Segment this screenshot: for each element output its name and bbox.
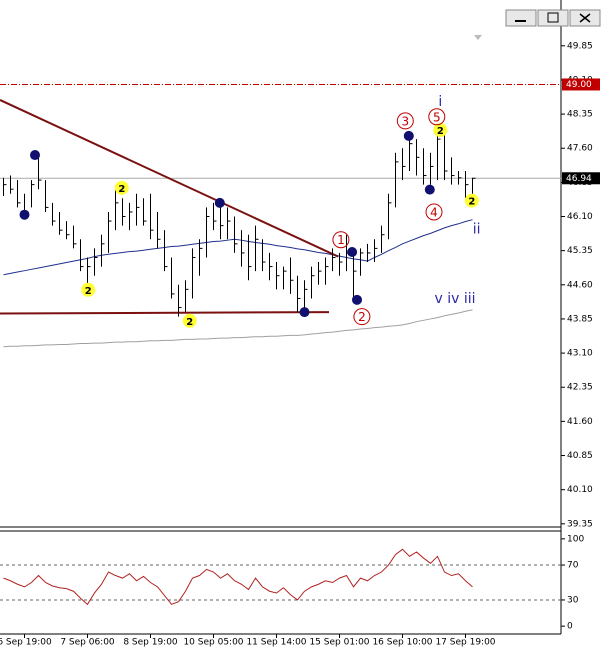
y-tick-label: 30 — [567, 595, 579, 605]
wave-marker — [30, 150, 40, 161]
wave-marker — [332, 231, 350, 249]
y-tick-label: 48.35 — [567, 110, 593, 120]
x-tick-label: 6 Sep 19:00 — [0, 638, 52, 648]
wave-label: 2 — [468, 197, 475, 208]
y-tick-label: 70 — [567, 561, 579, 571]
rsi-line — [3, 548, 473, 606]
trendline — [0, 311, 330, 315]
wave-marker — [396, 112, 414, 130]
moving-average — [3, 309, 473, 348]
wave-label: 5 — [433, 110, 441, 124]
wave-label: 2 — [85, 286, 92, 297]
wave-marker — [182, 313, 197, 328]
y-tick-label: 41.60 — [567, 417, 593, 427]
wave-label: 4 — [430, 205, 438, 219]
wave-marker — [352, 294, 362, 305]
wave-label: 2 — [437, 126, 444, 137]
wave-marker — [353, 308, 371, 326]
price-tag-label: 46.94 — [566, 174, 592, 184]
wave-marker — [114, 180, 129, 195]
wave-marker — [19, 209, 30, 220]
y-tick-label: 39.35 — [567, 519, 593, 529]
y-tick-label: 42.35 — [567, 383, 593, 393]
x-tick-label: 7 Sep 06:00 — [60, 638, 115, 648]
wave-marker — [347, 247, 358, 258]
wave-marker — [464, 193, 479, 208]
trendline — [0, 99, 339, 258]
shift-marker — [474, 35, 482, 40]
x-tick-label: 15 Sep 01:00 — [309, 638, 369, 648]
wave-marker — [299, 307, 310, 318]
y-tick-label: 46.10 — [567, 212, 593, 222]
x-tick-label: 11 Sep 14:00 — [246, 638, 306, 648]
x-tick-label: 16 Sep 10:00 — [372, 638, 432, 648]
y-tick-label: 40.85 — [567, 451, 593, 461]
icon — [547, 12, 559, 23]
wave-marker — [433, 123, 448, 138]
wave-label: ii — [473, 222, 481, 238]
price-tag-label: 49.00 — [566, 80, 592, 90]
window-buttons — [505, 9, 601, 27]
y-tick-label: 43.85 — [567, 314, 593, 324]
wave-label: 2 — [186, 317, 193, 328]
y-tick-label: 47.60 — [567, 144, 593, 154]
wave-marker — [424, 184, 435, 195]
wave-label: i — [438, 94, 442, 110]
icon — [579, 13, 591, 23]
wave-label: v iv iii — [434, 291, 475, 307]
y-tick-label: 45.35 — [567, 246, 593, 256]
wave-marker — [81, 282, 96, 297]
y-tick-label: 0 — [567, 622, 573, 632]
price-tag — [562, 172, 600, 185]
wave-label: 2 — [118, 184, 125, 195]
y-tick-label: 100 — [567, 534, 584, 544]
wave-label: 3 — [401, 114, 409, 128]
price-tag — [562, 78, 600, 91]
plot-area — [0, 83, 561, 348]
y-tick-label: 44.60 — [567, 280, 593, 290]
y-tick-label: 49.85 — [567, 41, 593, 51]
wave-marker — [403, 130, 414, 141]
wave-label: 1 — [337, 233, 345, 247]
x-tick-label: 17 Sep 19:00 — [435, 638, 495, 648]
wave-label: 2 — [358, 310, 366, 324]
moving-average — [3, 219, 473, 276]
y-tick-label: 40.10 — [567, 485, 593, 495]
y-tick-label: 43.10 — [567, 349, 593, 359]
x-tick-label: 10 Sep 05:00 — [183, 638, 243, 648]
minimize-button[interactable] — [505, 9, 537, 27]
wave-marker — [214, 197, 225, 208]
maximize-button[interactable] — [537, 9, 569, 27]
x-tick-label: 8 Sep 19:00 — [123, 638, 178, 648]
wave-marker — [425, 203, 443, 221]
wave-marker — [428, 108, 446, 126]
